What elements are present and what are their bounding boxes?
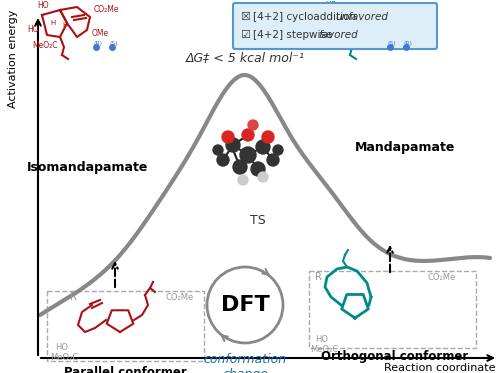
Text: H: H	[338, 20, 343, 26]
Text: TS: TS	[250, 213, 266, 226]
Circle shape	[242, 129, 254, 141]
Text: Mandapamate: Mandapamate	[355, 141, 455, 154]
Circle shape	[267, 154, 279, 166]
Circle shape	[217, 154, 229, 166]
Text: unfavored: unfavored	[335, 12, 388, 22]
Text: HO: HO	[315, 335, 328, 345]
Text: OMe: OMe	[92, 28, 109, 38]
Text: R: R	[314, 272, 322, 282]
Text: ΔG‡ < 5 kcal mol⁻¹: ΔG‡ < 5 kcal mol⁻¹	[186, 51, 304, 65]
Text: HO: HO	[27, 25, 38, 34]
Text: MeO₂C: MeO₂C	[50, 354, 78, 363]
Text: Orthogonal conformer: Orthogonal conformer	[322, 350, 468, 363]
Text: CO₂Me: CO₂Me	[94, 6, 120, 15]
Text: CO₂Me: CO₂Me	[428, 273, 456, 282]
Text: CO₂Me: CO₂Me	[382, 6, 407, 15]
Text: Parallel conformer: Parallel conformer	[64, 366, 186, 373]
Text: OMe: OMe	[380, 28, 397, 38]
Circle shape	[226, 138, 240, 152]
Text: H: H	[350, 22, 355, 28]
Text: [4+2] cycloaddition: [4+2] cycloaddition	[253, 12, 360, 22]
Text: MeO₂C: MeO₂C	[32, 41, 58, 50]
Circle shape	[238, 175, 248, 185]
FancyBboxPatch shape	[233, 3, 437, 49]
Text: conformation
change: conformation change	[204, 353, 286, 373]
Circle shape	[233, 160, 247, 174]
Text: HO: HO	[325, 0, 336, 9]
Text: Reaction coordinate: Reaction coordinate	[384, 363, 496, 373]
Circle shape	[240, 147, 256, 163]
Text: Isomandapamate: Isomandapamate	[28, 162, 148, 175]
Text: H: H	[50, 20, 55, 26]
Text: HO: HO	[315, 25, 326, 34]
Circle shape	[273, 145, 283, 155]
Text: (R): (R)	[404, 41, 413, 46]
Text: favored: favored	[318, 30, 358, 40]
Circle shape	[213, 145, 223, 155]
Text: MeO₂C: MeO₂C	[310, 345, 338, 354]
Text: [4+2] stepwise: [4+2] stepwise	[253, 30, 336, 40]
Circle shape	[258, 172, 268, 182]
Text: R: R	[70, 292, 76, 302]
Circle shape	[251, 162, 265, 176]
Text: HO: HO	[55, 344, 68, 352]
Circle shape	[222, 131, 234, 143]
Text: CO₂Me: CO₂Me	[165, 294, 193, 303]
Text: ☑: ☑	[240, 30, 250, 40]
Text: (S): (S)	[110, 41, 118, 46]
Circle shape	[256, 140, 270, 154]
Text: Activation energy: Activation energy	[8, 10, 18, 109]
Text: (R): (R)	[94, 41, 103, 46]
Text: MeO₂C: MeO₂C	[320, 41, 345, 50]
Circle shape	[248, 120, 258, 130]
Circle shape	[262, 131, 274, 143]
Text: ☒: ☒	[240, 12, 250, 22]
Text: (S): (S)	[388, 41, 396, 46]
Text: DFT: DFT	[220, 295, 270, 315]
Text: HO: HO	[37, 0, 48, 9]
Text: H: H	[62, 22, 67, 28]
